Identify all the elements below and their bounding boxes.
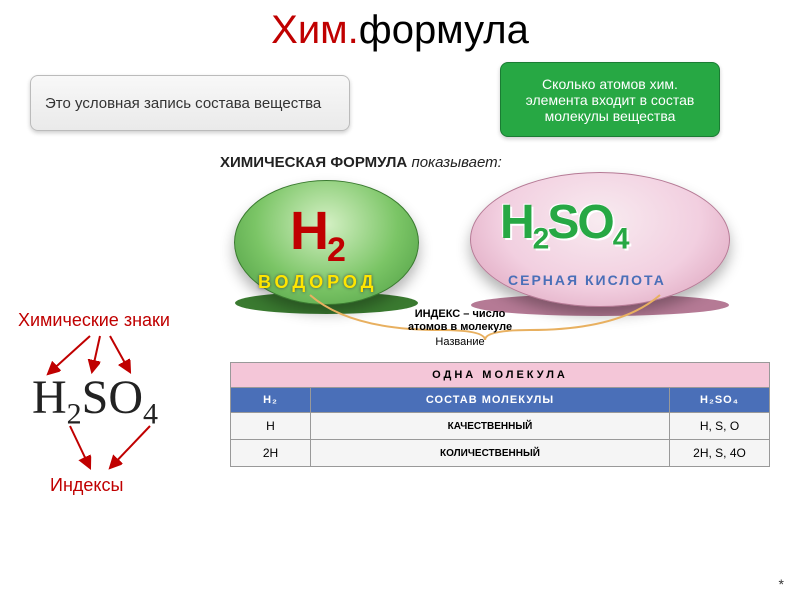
shows-em: показывает: (411, 154, 501, 171)
arrow-indices (30, 420, 180, 480)
definition-text: Это условная запись состава вещества (45, 95, 321, 112)
d2-h: H (500, 196, 533, 249)
f-h: H (32, 371, 67, 424)
h2-sub: 2 (327, 231, 344, 269)
definition-box: Это условная запись состава вещества (30, 75, 350, 131)
r4r: 2H, S, 4O (670, 440, 770, 467)
r4c: КОЛИЧЕСТВЕННЫЙ (311, 440, 670, 467)
composition-table: ОДНА МОЛЕКУЛА H₂ СОСТАВ МОЛЕКУЛЫ H₂SO₄ H… (230, 362, 770, 467)
formula-shows-label: ХИМИЧЕСКАЯ ФОРМУЛА показывает: (220, 154, 502, 171)
h2-h: H (290, 201, 327, 261)
f-s: S (82, 371, 109, 424)
index-description: ИНДЕКС – число атомов в молекуле Названи… (400, 308, 520, 350)
r3r: H, S, O (670, 413, 770, 440)
r2l: H₂ (231, 388, 311, 413)
shows-bold: ХИМИЧЕСКАЯ ФОРМУЛА (220, 154, 407, 171)
d2-s1: 2 (533, 223, 548, 256)
d2-so: SO (547, 196, 612, 249)
f-o: O (108, 371, 143, 424)
row-molecule: ОДНА МОЛЕКУЛА (231, 363, 770, 388)
indices-label: Индексы (50, 475, 123, 496)
h2-label: H2 (290, 200, 344, 270)
acid-word: СЕРНАЯ КИСЛОТА (508, 272, 666, 288)
r3c: КАЧЕСТВЕННЫЙ (311, 413, 670, 440)
h2so4-label: H2SO4 (500, 195, 627, 257)
footnote-asterisk: * (779, 576, 784, 592)
idx-desc-text: ИНДЕКС – число атомов в молекуле (400, 308, 520, 334)
idx-name-text: Название (400, 336, 520, 349)
title-prefix: Хим. (271, 8, 359, 52)
atoms-count-box: Сколько атомов хим. элемента входит в со… (500, 62, 720, 137)
page-title: Хим.формула (0, 0, 800, 53)
chemical-signs-label: Химические знаки (18, 310, 170, 331)
r4l: 2H (231, 440, 311, 467)
r3l: H (231, 413, 311, 440)
d2-s2: 4 (613, 223, 628, 256)
atoms-count-text: Сколько атомов хим. элемента входит в со… (511, 76, 709, 124)
title-word: формула (359, 8, 529, 52)
r2r: H₂SO₄ (670, 388, 770, 413)
r2c: СОСТАВ МОЛЕКУЛЫ (311, 388, 670, 413)
